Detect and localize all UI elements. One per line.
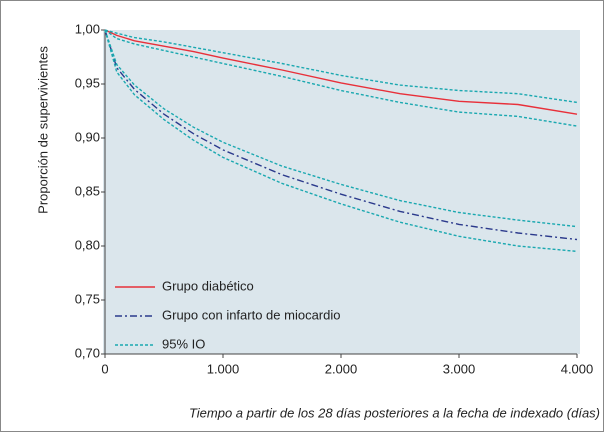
ci-line xyxy=(104,29,578,104)
x-tick-label: 2.000 xyxy=(325,361,358,376)
ci-line xyxy=(104,29,578,228)
y-tick-label: 0,80 xyxy=(75,237,100,252)
plot-area xyxy=(103,30,580,354)
ci-line xyxy=(104,29,578,127)
x-tick-label: 3.000 xyxy=(443,361,476,376)
y-tick-label: 0,85 xyxy=(75,183,100,198)
legend-label: Grupo diabético xyxy=(162,278,254,293)
x-tick-label: 1.000 xyxy=(207,361,240,376)
x-tick-label: 0 xyxy=(101,361,108,376)
x-axis-label: Tiempo a partir de los 28 días posterior… xyxy=(189,405,600,420)
series-line xyxy=(104,29,578,241)
y-tick-label: 0,90 xyxy=(75,129,100,144)
y-tick-label: 0,70 xyxy=(75,345,100,360)
y-tick-label: 1,00 xyxy=(75,21,100,36)
x-tick-label: 4.000 xyxy=(561,361,594,376)
legend-label: 95% IO xyxy=(162,336,205,351)
legend-label: Grupo con infarto de miocardio xyxy=(162,307,340,322)
series-line xyxy=(104,29,578,115)
y-tick-label: 0,95 xyxy=(75,75,100,90)
y-tick-label: 0,75 xyxy=(75,291,100,306)
y-axis-label: Proporción de supervivientes xyxy=(35,46,50,214)
ci-line xyxy=(104,29,578,253)
